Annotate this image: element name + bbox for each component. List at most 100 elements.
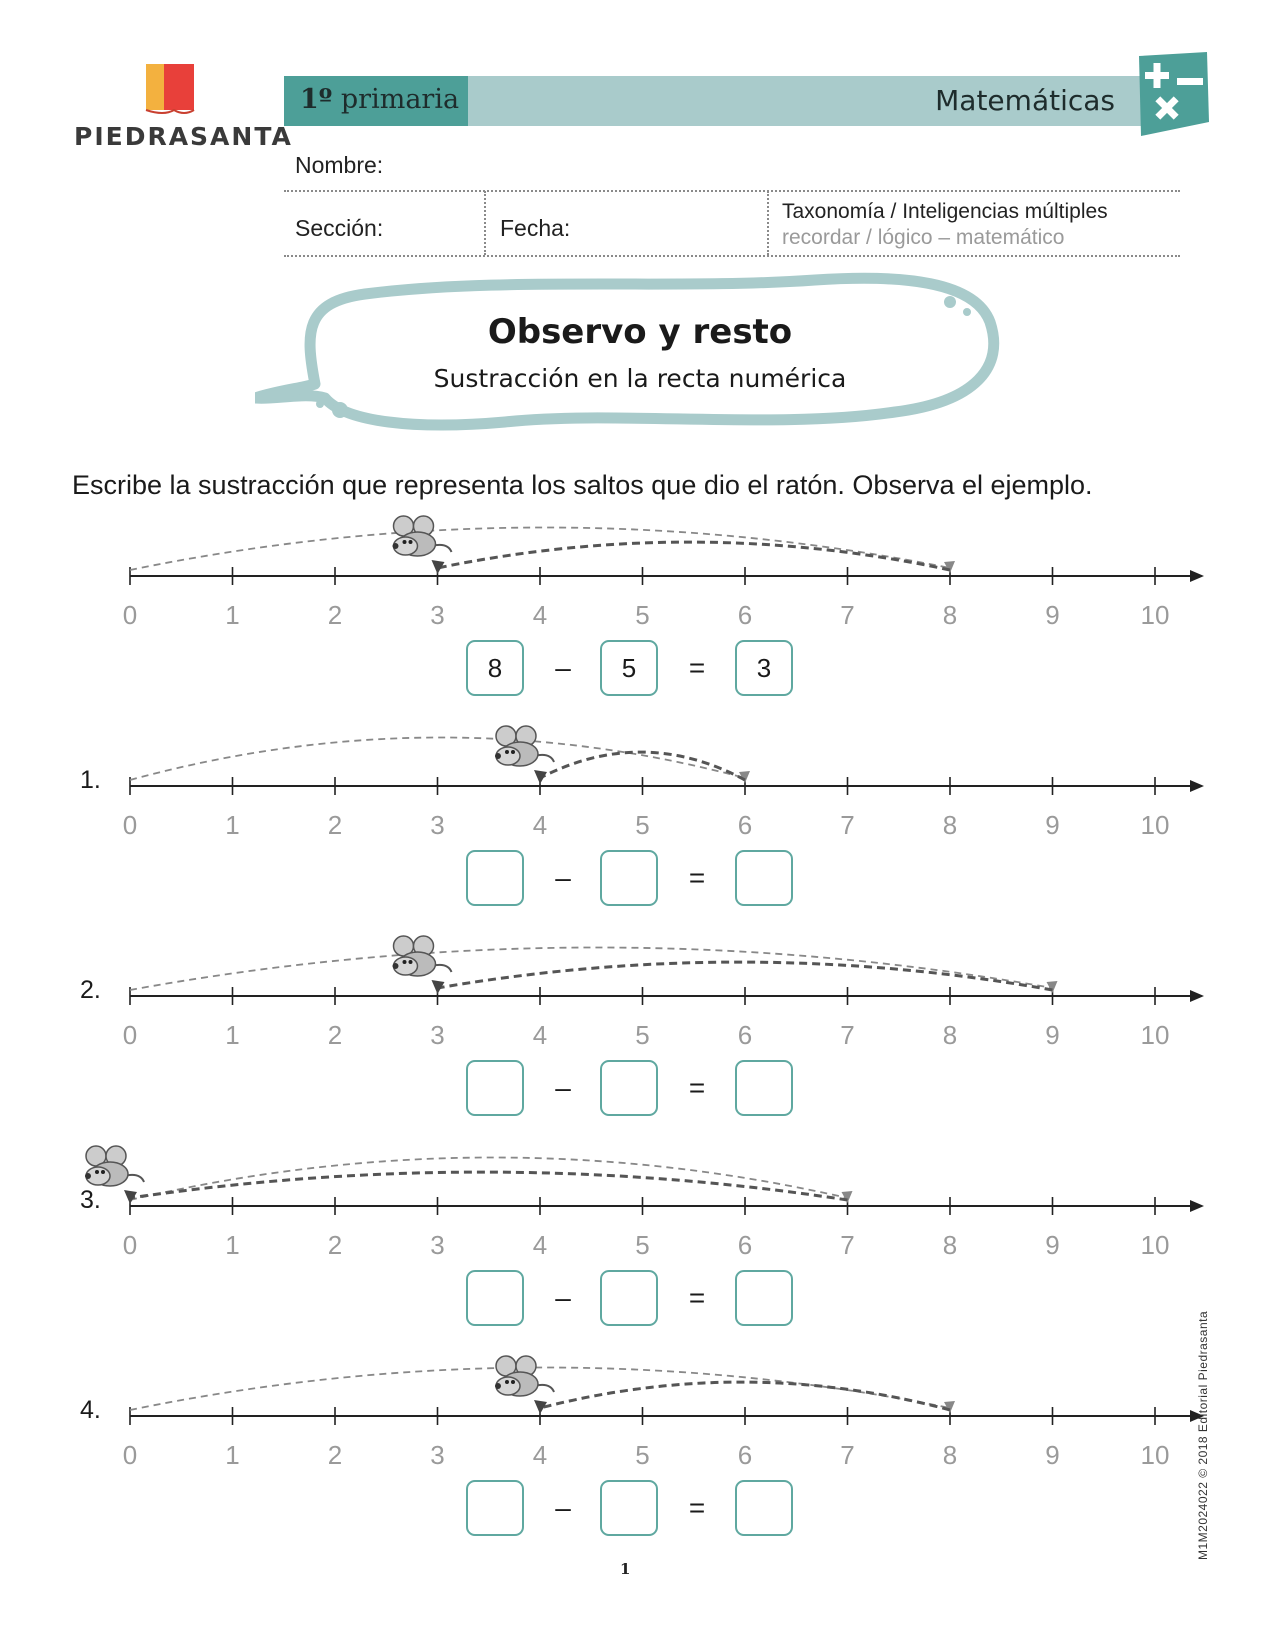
tick-label: 6 <box>738 1440 752 1470</box>
tick-label: 6 <box>738 600 752 630</box>
axis-arrow <box>1190 1410 1204 1422</box>
arc-arrowhead <box>534 1400 547 1414</box>
jump-arc-back <box>437 960 1053 992</box>
jump-arc-start <box>129 526 951 571</box>
jump-arc-back <box>129 1170 848 1202</box>
mouse-icon <box>495 725 555 767</box>
grade-label: 1º primaria <box>300 84 459 115</box>
tick-label: 8 <box>943 1440 957 1470</box>
result-box[interactable]: 3 <box>735 640 793 696</box>
exercise-number: 2. <box>80 976 101 1004</box>
minuend-box[interactable]: 8 <box>466 640 524 696</box>
math-operations-icon <box>1139 52 1209 136</box>
axis-arrow <box>1190 990 1204 1002</box>
arc-arrowhead <box>124 1190 137 1204</box>
equals-sign: = <box>688 1282 706 1313</box>
tick-label: 1 <box>225 1440 239 1470</box>
tick-label: 4 <box>533 1230 547 1260</box>
tick-label: 10 <box>1141 1230 1170 1260</box>
instruction-text: Escribe la sustracción que representa lo… <box>72 470 1093 500</box>
mouse-icon <box>85 1145 145 1187</box>
mouse-icon <box>495 1355 555 1397</box>
result-box[interactable] <box>735 1270 793 1326</box>
equals-sign: = <box>688 1492 706 1523</box>
tick-label: 1 <box>225 1020 239 1050</box>
subtrahend-box[interactable]: 5 <box>600 640 658 696</box>
tick-label: 9 <box>1045 600 1059 630</box>
tick-label: 7 <box>840 1230 854 1260</box>
result-box[interactable] <box>735 1480 793 1536</box>
subtrahend-box[interactable] <box>600 1480 658 1536</box>
tick-label: 9 <box>1045 1230 1059 1260</box>
tick-label: 8 <box>943 600 957 630</box>
subtrahend-box[interactable] <box>600 1060 658 1116</box>
axis-arrow <box>1190 1200 1204 1212</box>
subtrahend-box[interactable] <box>600 850 658 906</box>
taxonomy-values: recordar / lógico – matemático <box>782 226 1065 249</box>
result-box[interactable] <box>735 1060 793 1116</box>
subject-title: Matemáticas <box>935 84 1115 117</box>
tick-label: 2 <box>328 1440 342 1470</box>
tick-label: 0 <box>123 1020 137 1050</box>
brand-name: PIEDRASANTA <box>74 122 293 151</box>
axis-arrow <box>1190 780 1204 792</box>
tick-label: 0 <box>123 1230 137 1260</box>
equals-sign: = <box>688 652 706 683</box>
arc-arrowhead <box>534 770 547 784</box>
tick-label: 2 <box>328 1020 342 1050</box>
tick-label: 3 <box>430 1440 444 1470</box>
mouse-icon <box>392 515 453 557</box>
tick-label: 10 <box>1141 1440 1170 1470</box>
result-box[interactable] <box>735 850 793 906</box>
tick-label: 0 <box>123 1440 137 1470</box>
arc-arrowhead <box>944 561 955 573</box>
tick-label: 7 <box>840 1020 854 1050</box>
tick-label: 5 <box>635 1230 649 1260</box>
jump-arc-start <box>129 736 746 781</box>
seccion-label: Sección: <box>295 215 384 241</box>
tick-label: 5 <box>635 1020 649 1050</box>
tick-label: 0 <box>123 600 137 630</box>
mouse-icon <box>392 935 453 977</box>
tick-label: 9 <box>1045 1440 1059 1470</box>
arc-arrowhead <box>841 1191 853 1203</box>
tick-label: 7 <box>840 810 854 840</box>
tick-label: 6 <box>738 810 752 840</box>
equals-sign: = <box>688 862 706 893</box>
tick-label: 10 <box>1141 810 1170 840</box>
tick-label: 2 <box>328 810 342 840</box>
minus-sign: – <box>555 1072 571 1103</box>
equals-sign: = <box>688 1072 706 1103</box>
exercise-number: 4. <box>80 1396 101 1424</box>
tick-label: 2 <box>328 600 342 630</box>
tick-label: 3 <box>430 1230 444 1260</box>
tick-label: 10 <box>1141 1020 1170 1050</box>
subtrahend-box[interactable] <box>600 1270 658 1326</box>
tick-label: 0 <box>123 810 137 840</box>
tick-label: 9 <box>1045 810 1059 840</box>
minuend-box[interactable] <box>466 850 524 906</box>
tick-label: 4 <box>533 1440 547 1470</box>
axis-arrow <box>1190 570 1204 582</box>
tick-label: 10 <box>1141 600 1170 630</box>
minus-sign: – <box>555 1282 571 1313</box>
arc-arrowhead <box>1046 981 1058 993</box>
minus-sign: – <box>555 652 571 683</box>
jump-arc-start <box>129 946 1053 991</box>
jump-arc-back <box>539 750 746 782</box>
tick-label: 7 <box>840 1440 854 1470</box>
tick-label: 4 <box>533 1020 547 1050</box>
minuend-box[interactable] <box>466 1060 524 1116</box>
nombre-label: Nombre: <box>295 152 384 178</box>
minuend-box[interactable] <box>466 1480 524 1536</box>
tick-label: 1 <box>225 1230 239 1260</box>
tick-label: 4 <box>533 600 547 630</box>
jump-arc-back <box>437 540 951 572</box>
tick-label: 6 <box>738 1020 752 1050</box>
minuend-box[interactable] <box>466 1270 524 1326</box>
tick-label: 5 <box>635 810 649 840</box>
tick-label: 5 <box>635 1440 649 1470</box>
exercise-number: 3. <box>80 1186 101 1214</box>
jump-arc-back <box>539 1380 951 1412</box>
